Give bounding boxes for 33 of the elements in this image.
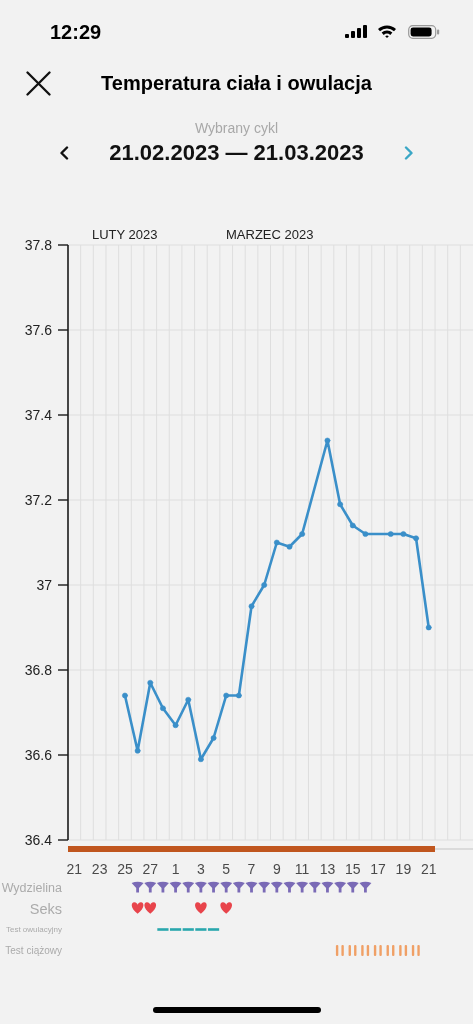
x-tick-label: 5 xyxy=(222,860,231,877)
y-tick-label: 36.4 xyxy=(24,831,53,848)
x-tick-label: 25 xyxy=(117,860,133,877)
y-tick-label: 37.4 xyxy=(24,406,53,423)
y-tick-label: Wydzielina xyxy=(1,880,63,895)
y-tick-label: 37.6 xyxy=(24,321,53,338)
chart-title: Temperatura ciała i owulacja xyxy=(101,71,372,94)
y-tick-label: 36.6 xyxy=(24,746,53,763)
text: 12:29 xyxy=(50,20,102,43)
x-tick-label: 13 xyxy=(319,860,336,877)
x-tick-label: 3 xyxy=(196,860,205,877)
y-tick-label: 37 xyxy=(36,576,53,593)
x-tick-label: 1 xyxy=(171,860,180,877)
x-tick-label: 27 xyxy=(142,860,159,877)
y-tick-label: Seks xyxy=(29,900,62,917)
x-tick-label: 21 xyxy=(420,860,437,877)
y-tick-label: 37.8 xyxy=(24,236,53,253)
x-tick-label: 21 xyxy=(66,860,83,877)
x-tick-label: 7 xyxy=(247,860,256,877)
text: Wybrany cykl xyxy=(194,120,279,136)
x-tick-label: 9 xyxy=(272,860,281,877)
x-tick-label: 17 xyxy=(370,860,387,877)
y-tick-label: Test owulacyjny xyxy=(5,925,62,934)
x-tick-label: 19 xyxy=(395,860,412,877)
y-tick-label: Test ciążowy xyxy=(5,945,62,956)
chart-subtitle: 21.02.2023 — 21.03.2023 xyxy=(109,140,364,165)
x-tick-label: 15 xyxy=(344,860,361,877)
text: LUTY 2023 xyxy=(92,227,158,242)
y-tick-label: 37.2 xyxy=(24,491,53,508)
text: MARZEC 2023 xyxy=(226,227,314,242)
y-tick-label: 36.8 xyxy=(24,661,53,678)
x-tick-label: 11 xyxy=(294,860,310,877)
x-tick-label: 23 xyxy=(91,860,108,877)
